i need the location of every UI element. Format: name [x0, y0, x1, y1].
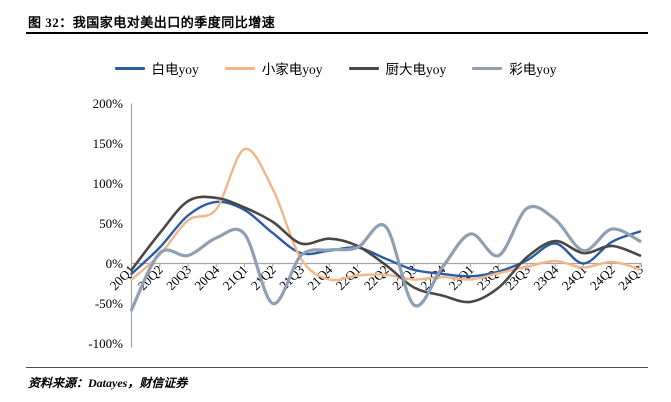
- x-axis-tick-label: 21Q3: [276, 262, 307, 293]
- y-axis-tick-label: -50%: [95, 296, 123, 311]
- legend-item-3: 彩电yoy: [472, 58, 557, 78]
- series-line-0: [130, 200, 642, 278]
- series-line-2: [130, 195, 642, 304]
- legend-item-1: 小家电yoy: [224, 58, 323, 78]
- y-axis-tick-label: 0%: [106, 256, 124, 271]
- legend-label: 彩电yoy: [509, 62, 557, 77]
- legend-item-2: 厨大电yoy: [348, 58, 447, 78]
- x-axis-tick-label: 21Q1: [220, 262, 251, 293]
- legend-item-0: 白电yoy: [114, 58, 199, 78]
- x-axis-tick-label: 20Q3: [163, 262, 194, 293]
- chart-legend: 白电yoy 小家电yoy 厨大电yoy 彩电yoy: [0, 58, 671, 78]
- series-line-3: [129, 204, 642, 312]
- y-axis-tick-label: 150%: [93, 136, 124, 151]
- figure-title: 图 32：我国家电对美出口的季度同比增速: [28, 15, 276, 30]
- legend-swatch-icon: [224, 66, 255, 70]
- legend-label: 白电yoy: [151, 62, 199, 77]
- legend-label: 小家电yoy: [261, 62, 323, 77]
- source-attribution: 资料来源：Datayes，财信证券: [28, 376, 188, 390]
- legend-swatch-icon: [348, 66, 379, 70]
- title-divider: [26, 32, 648, 34]
- legend-label: 厨大电yoy: [385, 62, 447, 77]
- series-line-1: [130, 147, 642, 282]
- y-axis-tick-label: 50%: [99, 216, 123, 231]
- legend-swatch-icon: [114, 66, 145, 70]
- x-axis-tick-label: 20Q4: [191, 262, 222, 293]
- y-axis-tick-label: -100%: [88, 336, 123, 351]
- y-axis-tick-label: 100%: [93, 176, 124, 191]
- footer-divider: [26, 367, 648, 368]
- y-axis-tick-label: 200%: [93, 96, 124, 111]
- x-axis-tick-label: 23Q4: [530, 262, 561, 293]
- legend-swatch-icon: [472, 66, 503, 70]
